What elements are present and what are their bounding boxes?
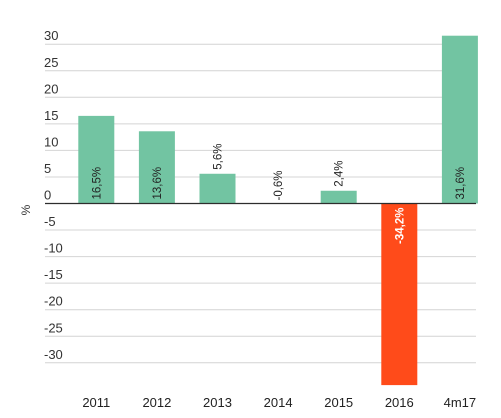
y-tick-label: -15 bbox=[44, 267, 63, 282]
y-axis-label: % bbox=[19, 204, 33, 215]
x-axis-ticks: 2011 2012 2013 2014 2015 2016 4m17 bbox=[82, 395, 476, 410]
y-tick-label: 20 bbox=[44, 81, 58, 96]
bar-2013 bbox=[199, 173, 236, 204]
y-tick-label: -5 bbox=[44, 214, 56, 229]
bar-2011 bbox=[78, 115, 115, 204]
y-tick-label: -30 bbox=[44, 347, 63, 362]
data-label-2011: 16,5% bbox=[91, 167, 103, 200]
bar-2012 bbox=[138, 131, 175, 204]
y-tick-label: 5 bbox=[44, 161, 51, 176]
x-tick-label: 2013 bbox=[203, 395, 232, 410]
y-tick-label: 10 bbox=[44, 134, 58, 149]
y-tick-label: 30 bbox=[44, 28, 58, 43]
y-tick-label: -25 bbox=[44, 320, 63, 335]
y-axis-ticks: 30 25 20 15 10 5 0 -5 -10 -15 -20 -25 -30 bbox=[44, 28, 63, 362]
data-label-2015: 2,4% bbox=[334, 161, 346, 187]
data-label-2014: -0,6% bbox=[273, 170, 285, 200]
bar-2016 bbox=[381, 203, 418, 386]
x-tick-label: 2016 bbox=[385, 395, 414, 410]
data-label-2016: -34,2% bbox=[394, 208, 406, 244]
x-tick-label: 2015 bbox=[324, 395, 353, 410]
y-tick-label: 25 bbox=[44, 55, 58, 70]
bar-2015 bbox=[320, 190, 357, 204]
data-label-4m17: 31,6% bbox=[455, 167, 467, 200]
x-tick-label: 2012 bbox=[142, 395, 171, 410]
y-tick-label: -20 bbox=[44, 294, 63, 309]
data-label-2013: 5,6% bbox=[213, 144, 225, 170]
bars bbox=[78, 35, 478, 386]
data-labels: 16,5% 13,6% 5,6% -0,6% 2,4% -34,2% 31,6% bbox=[91, 144, 467, 244]
y-tick-label: 15 bbox=[44, 108, 58, 123]
x-tick-label: 4m17 bbox=[444, 395, 477, 410]
data-label-2012: 13,6% bbox=[152, 167, 164, 200]
y-tick-label: 0 bbox=[44, 188, 51, 203]
x-tick-label: 2011 bbox=[82, 395, 110, 410]
y-tick-label: -10 bbox=[44, 241, 63, 256]
bar-4m17 bbox=[441, 35, 478, 204]
x-tick-label: 2014 bbox=[264, 395, 293, 410]
